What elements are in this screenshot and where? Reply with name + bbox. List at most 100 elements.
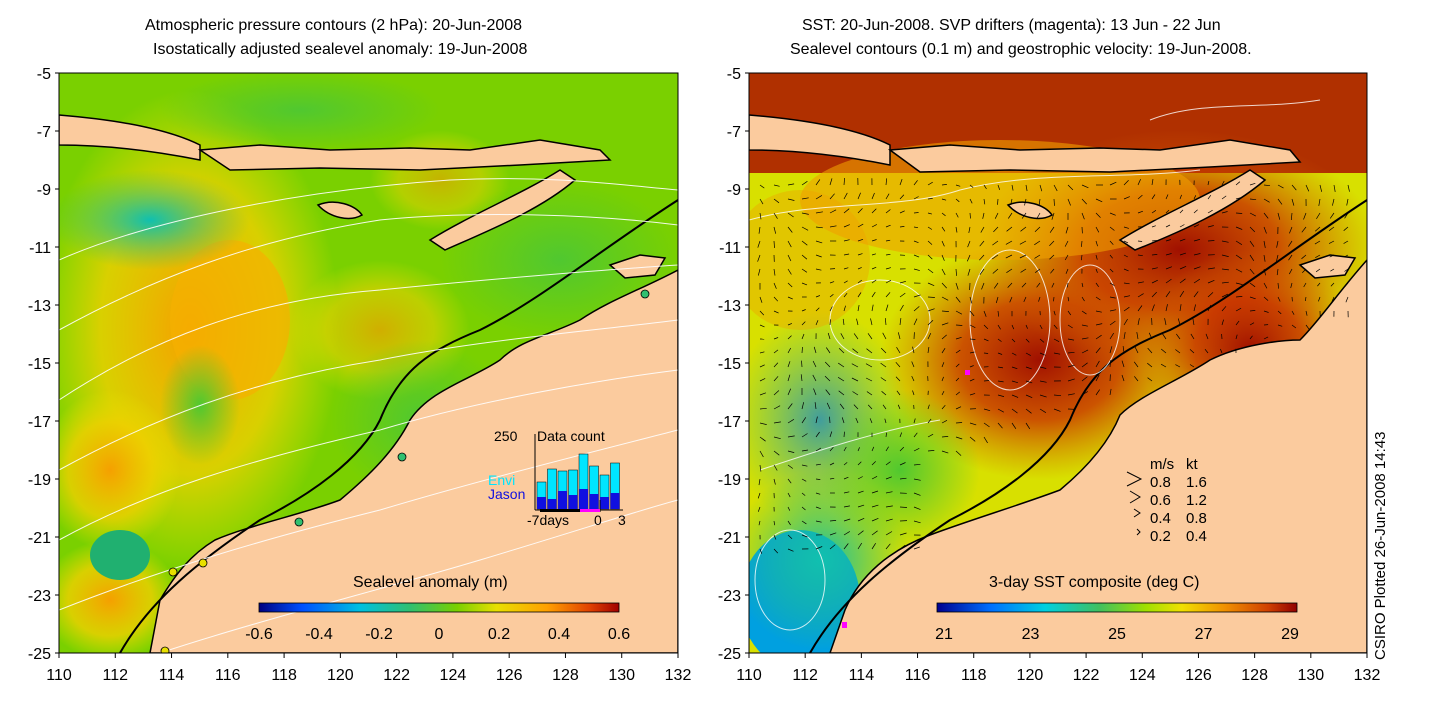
velocity-arrow <box>927 268 934 274</box>
velocity-row-ms: 0.6 <box>1150 492 1171 509</box>
velocity-arrow <box>997 422 1003 429</box>
velocity-arrow <box>927 418 932 424</box>
velocity-arrow <box>1305 324 1310 330</box>
velocity-arrow <box>1151 291 1157 298</box>
velocity-arrow <box>866 348 873 354</box>
velocity-arrow <box>829 462 835 466</box>
velocity-arrow <box>969 338 976 340</box>
velocity-arrow <box>801 464 808 467</box>
velocity-arrow <box>857 279 863 284</box>
velocity-arrow <box>927 450 935 452</box>
velocity-arrow <box>1249 198 1257 201</box>
data-count-inset <box>534 434 623 512</box>
velocity-arrow <box>1081 198 1087 205</box>
velocity-arrow <box>885 253 891 256</box>
velocity-arrow <box>871 224 877 228</box>
velocity-arrow <box>969 436 976 442</box>
velocity-arrow <box>983 422 990 428</box>
velocity-arrow <box>997 198 999 205</box>
velocity-arrow <box>927 181 933 186</box>
velocity-arrow <box>1134 376 1139 382</box>
velocity-arrow <box>955 324 963 326</box>
velocity-arrow <box>1049 240 1055 246</box>
velocity-arrow <box>1095 360 1100 368</box>
velocity-arrow <box>801 417 807 424</box>
velocity-arrow <box>1053 198 1055 206</box>
velocity-arrow <box>1193 253 1201 256</box>
velocity-arrow <box>927 433 934 438</box>
velocity-arrow <box>1291 184 1297 191</box>
lon-tick-label: 118 <box>271 667 297 684</box>
velocity-arrow <box>1179 304 1182 312</box>
velocity-arrow <box>1109 282 1115 286</box>
velocity-arrow <box>787 506 791 511</box>
velocity-arrow <box>1235 197 1242 200</box>
velocity-arrow <box>1165 291 1171 298</box>
right-colorbar-label: 3-day SST composite (deg C) <box>989 574 1200 591</box>
velocity-arrow <box>1235 240 1243 245</box>
velocity-arrow <box>759 212 762 220</box>
velocity-arrow <box>980 226 985 233</box>
plot-timestamp: CSIRO Plotted 26-Jun-2008 14:43 <box>1372 431 1389 660</box>
velocity-arrow <box>1277 310 1282 315</box>
velocity-arrow <box>1179 238 1186 242</box>
velocity-arrow <box>885 432 887 438</box>
velocity-arrow <box>1067 324 1073 329</box>
velocity-arrow <box>1249 182 1256 186</box>
velocity-arrow <box>955 349 961 354</box>
velocity-arrow <box>1067 378 1075 382</box>
velocity-arrow <box>1025 324 1028 329</box>
velocity-arrow <box>997 394 1005 397</box>
velocity-arrow <box>1095 254 1098 260</box>
velocity-arrow <box>1148 332 1153 340</box>
velocity-arrow <box>1064 240 1069 247</box>
velocity-row-ms: 0.8 <box>1150 474 1171 491</box>
velocity-arrow <box>1160 363 1167 368</box>
lon-tick-label: 124 <box>440 667 467 684</box>
velocity-arrow <box>1235 296 1243 298</box>
velocity-arrow <box>1051 282 1055 288</box>
velocity-arrow <box>758 520 761 526</box>
inset-bar-jason <box>610 493 620 509</box>
velocity-arrow <box>787 254 792 262</box>
velocity-arrow <box>1276 268 1279 276</box>
velocity-arrow <box>992 268 999 274</box>
velocity-arrow <box>1133 361 1139 368</box>
velocity-arrow <box>955 391 961 396</box>
velocity-arrow <box>801 197 809 200</box>
velocity-arrow <box>885 292 891 298</box>
velocity-arrow <box>1249 226 1256 233</box>
velocity-arrow <box>1067 393 1075 396</box>
velocity-arrow <box>1005 254 1013 259</box>
velocity-arrow <box>941 268 946 276</box>
velocity-arrow <box>913 240 919 244</box>
sla-colorbar-tick: 0.6 <box>608 626 630 643</box>
velocity-arrow <box>941 254 945 261</box>
velocity-arrow <box>801 254 808 260</box>
velocity-arrow <box>885 476 892 480</box>
velocity-arrow <box>1109 360 1112 368</box>
velocity-arrow <box>787 282 793 288</box>
velocity-arrow <box>801 226 809 231</box>
velocity-arrow <box>1123 282 1130 285</box>
velocity-arrow <box>1235 320 1240 326</box>
velocity-arrow <box>759 436 766 442</box>
velocity-arrow <box>955 212 959 218</box>
velocity-arrow <box>843 253 850 256</box>
velocity-arrow <box>1303 212 1307 220</box>
velocity-arrow <box>1151 225 1156 228</box>
velocity-arrow <box>759 450 764 458</box>
velocity-arrow <box>1009 296 1013 303</box>
velocity-arrow <box>829 225 837 228</box>
velocity-arrow <box>1277 212 1281 220</box>
velocity-arrow <box>787 548 794 552</box>
velocity-arrow <box>1081 362 1088 368</box>
inset-bar-jason <box>558 491 567 509</box>
velocity-arrow <box>787 323 793 326</box>
velocity-arrow <box>1263 226 1267 234</box>
velocity-arrow <box>969 310 975 317</box>
velocity-arrow <box>1300 240 1307 246</box>
lat-tick-label: -11 <box>29 240 51 257</box>
velocity-arrow <box>787 268 792 275</box>
velocity-arrow <box>773 198 780 204</box>
